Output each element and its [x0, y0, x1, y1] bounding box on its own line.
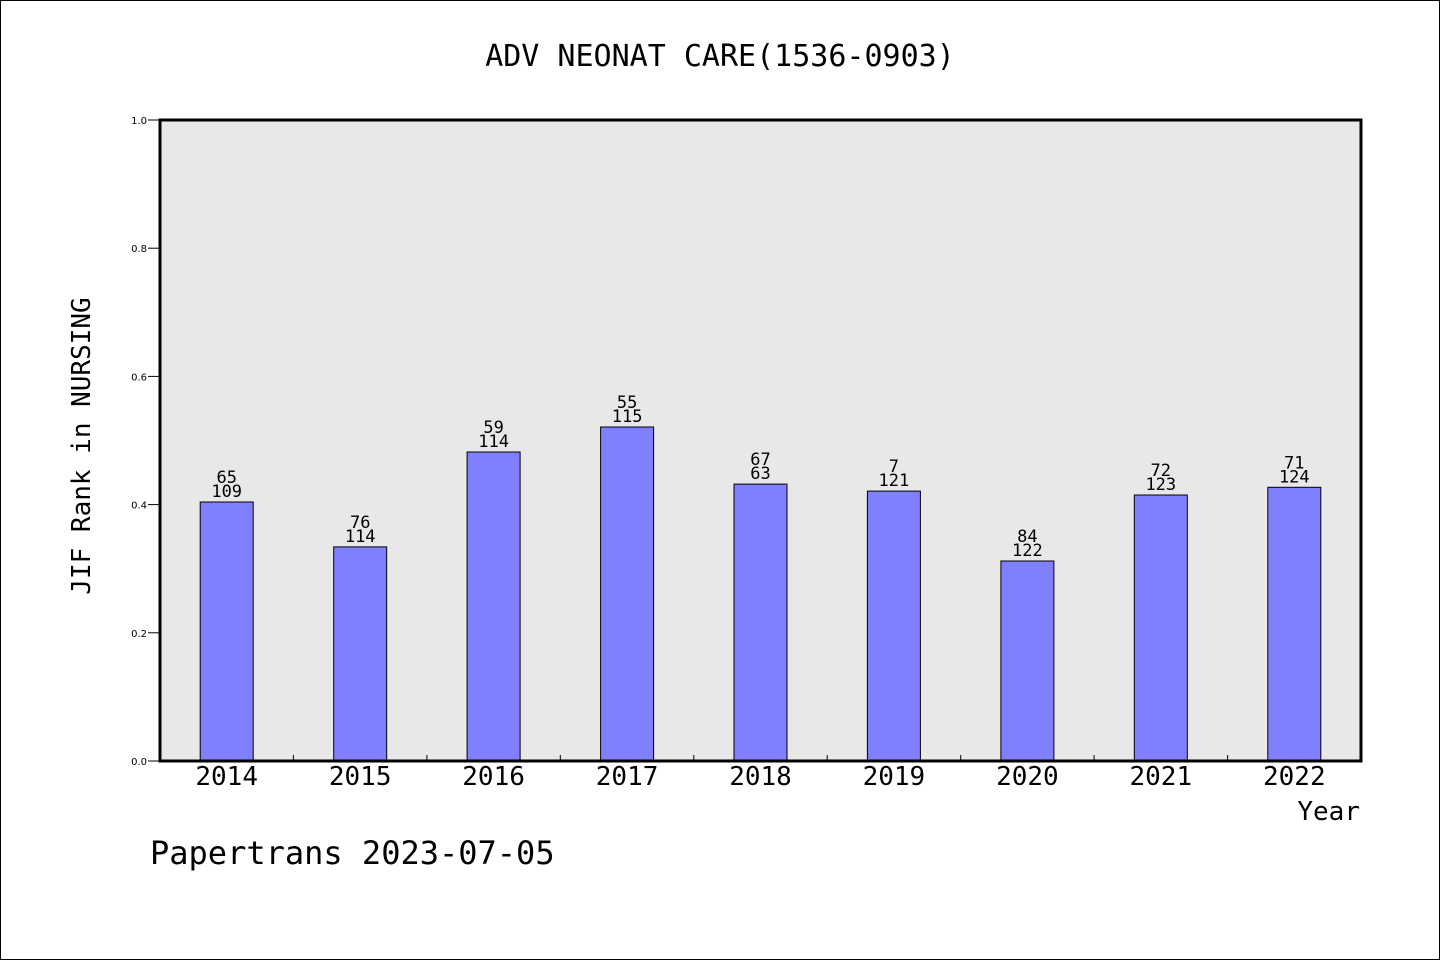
y-axis: 0.0 0.2 0.4 0.6 0.8 1.0	[131, 116, 160, 768]
y-tick-label-0.8: 0.8	[131, 244, 147, 255]
x-tick-label-2022: 2022	[1263, 762, 1326, 792]
x-tick-label-2017: 2017	[596, 762, 659, 792]
bar-2015	[333, 546, 388, 762]
bar-total-label-2021: 123	[1145, 475, 1176, 495]
x-tick-label-2015: 2015	[329, 762, 392, 792]
bar-rank-label-2021: 72	[1151, 461, 1171, 481]
bar-rank-label-2017: 55	[617, 393, 637, 413]
bar-2017	[600, 426, 655, 762]
bar-2018	[733, 483, 788, 762]
bars-group	[199, 426, 1322, 762]
bar-2019	[866, 490, 921, 762]
x-tick-label-2020: 2020	[996, 762, 1059, 792]
x-tick-label-2018: 2018	[729, 762, 792, 792]
x-tick-label-2014: 2014	[195, 762, 258, 792]
bar-total-label-2014: 109	[211, 482, 242, 502]
bar-rank-label-2019: 7	[889, 457, 899, 477]
y-axis-label: JIF Rank in NURSING	[67, 297, 97, 594]
bar-2021	[1133, 494, 1188, 762]
bar-rank-label-2018: 67	[750, 450, 770, 470]
bar-rank-label-2016: 59	[483, 418, 503, 438]
bar-rank-label-2020: 84	[1017, 527, 1037, 547]
bar-total-label-2018: 63	[750, 464, 770, 484]
bar-total-label-2020: 122	[1012, 541, 1043, 561]
bar-rank-label-2014: 65	[216, 468, 236, 488]
y-tick-label-0.2: 0.2	[131, 629, 147, 640]
plot-border	[158, 118, 1363, 763]
y-tick-label-0.0: 0.0	[131, 757, 147, 768]
footer-credit: Papertrans 2023-07-05	[150, 834, 555, 872]
bar-total-label-2016: 114	[478, 432, 509, 452]
bar-2016	[466, 451, 521, 762]
bar-total-label-2017: 115	[612, 407, 643, 427]
chart-title: ADV NEONAT CARE(1536-0903)	[485, 39, 955, 74]
y-tick-label-0.4: 0.4	[131, 501, 147, 512]
bar-2014	[199, 501, 254, 762]
bar-2020	[1000, 560, 1055, 762]
bar-2022	[1267, 486, 1322, 762]
y-tick-label-0.6: 0.6	[131, 372, 147, 383]
x-axis: 2014 2015 2016 2017 2018 2019 2020 2021 2022	[195, 755, 1326, 792]
x-tick-label-2016: 2016	[462, 762, 525, 792]
x-tick-label-2019: 2019	[863, 762, 926, 792]
bar-rank-label-2022: 71	[1284, 453, 1304, 473]
x-axis-label: Year	[1297, 797, 1360, 827]
x-tick-label-2021: 2021	[1129, 762, 1192, 792]
bar-total-label-2015: 114	[345, 527, 376, 547]
bar-total-label-2019: 121	[879, 471, 910, 491]
bar-rank-label-2015: 76	[350, 513, 370, 533]
bar-total-label-2022: 124	[1279, 467, 1310, 487]
y-tick-label-1.0: 1.0	[131, 116, 147, 127]
